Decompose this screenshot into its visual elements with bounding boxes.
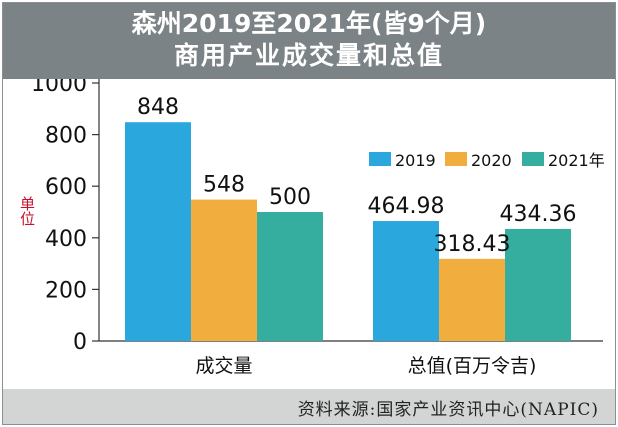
data-label: 464.98 (368, 194, 445, 219)
legend-swatch (369, 152, 391, 166)
chart-title: 森州2019至2021年(皆9个月) (131, 9, 487, 38)
y-tick-label: 800 (45, 124, 87, 149)
category-label: 总值(百万令吉) (408, 355, 537, 377)
legend-label: 2021年 (548, 151, 605, 170)
bar-2021年-0 (257, 212, 323, 341)
y-tick-label: 0 (73, 330, 87, 355)
legend: 2019 2020 2021年 (369, 151, 605, 170)
y-tick-label: 1000 (31, 79, 87, 97)
legend-label: 2020 (471, 151, 512, 170)
source-note: 资料来源:国家产业资讯中心(NAPIC) (297, 400, 599, 420)
data-labels: 848 548 500 464.98 318.43 434.36 (137, 95, 576, 257)
legend-swatch (522, 152, 544, 166)
data-label: 548 (203, 173, 245, 198)
bar-2020-0 (191, 199, 257, 341)
legend-swatch (445, 152, 467, 166)
category-label: 成交量 (195, 355, 252, 377)
data-label: 434.36 (500, 202, 577, 227)
legend-label: 2019 (395, 151, 436, 170)
data-label: 318.43 (434, 232, 511, 257)
y-tick-label: 400 (45, 227, 87, 252)
bar-2019-1 (373, 221, 439, 341)
data-label: 500 (269, 185, 311, 210)
bar-chart: 0 200 400 600 800 1000 848 548 500 464.98 318.43 4… (18, 72, 605, 377)
bar-2021年-1 (505, 228, 571, 341)
y-tick-label: 200 (45, 278, 87, 303)
bars (125, 122, 571, 341)
y-tick-label: 600 (45, 175, 87, 200)
plot-area: 0 200 400 600 800 1000 848 548 500 464.98 318.43 4… (3, 72, 615, 389)
bar-2019-0 (125, 122, 191, 341)
header-banner: 森州2019至2021年(皆9个月) 商用产业成交量和总值 (3, 3, 615, 79)
bar-2020-1 (439, 258, 505, 341)
chart-subtitle: 商用产业成交量和总值 (173, 41, 444, 70)
data-label: 848 (137, 95, 179, 120)
category-labels: 成交量 总值(百万令吉) (195, 355, 536, 377)
y-axis-unit-label: 单位 (18, 196, 36, 226)
footer-bar: 资料来源:国家产业资讯中心(NAPIC) (3, 389, 615, 424)
